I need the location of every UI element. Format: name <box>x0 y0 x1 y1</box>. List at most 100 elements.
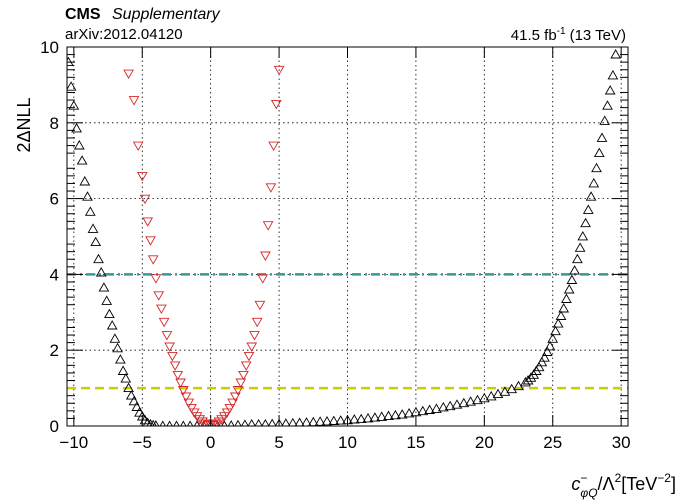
x-axis-label: c− φQ/Λ2[TeV−2] <box>571 471 676 500</box>
series-0-point-42 <box>221 420 228 426</box>
series-1-point-50 <box>265 183 277 193</box>
series-1-point-38 <box>232 386 244 396</box>
series-0-point-2 <box>68 100 80 110</box>
x-tick-label-8: 30 <box>612 433 631 452</box>
series-1-point-19 <box>180 392 192 402</box>
series-0-point-81 <box>485 390 497 401</box>
series-1-point-49 <box>262 221 274 231</box>
series-0-point-64 <box>369 412 381 422</box>
series-1-point-53 <box>273 65 285 76</box>
lumi-energy: (13 TeV) <box>570 27 626 44</box>
series-0-point-20 <box>117 365 129 375</box>
series-0-point-23 <box>125 390 137 400</box>
series-0-point-48 <box>261 418 270 426</box>
x-tick-label-4: 10 <box>338 433 357 452</box>
luminosity-label: 41.5 fb-1 (13 TeV) <box>511 26 626 44</box>
series-0-point-113 <box>593 147 605 158</box>
series-0-point-54 <box>301 417 312 426</box>
x-tick-label-0: −10 <box>59 433 88 452</box>
series-1-point-7 <box>147 255 159 265</box>
series-0-point-79 <box>472 394 483 405</box>
series-0-point-5 <box>76 155 88 165</box>
series-1-point-30 <box>210 419 222 426</box>
series-1-point-23 <box>191 412 203 422</box>
series-0-point-34 <box>166 420 173 426</box>
series-0-point-3 <box>71 122 82 133</box>
x-label-middle-sup: 2 <box>615 471 622 485</box>
tick-labels: −10 −5 0 5 10 15 20 25 30 0 2 4 6 8 10 <box>40 38 631 452</box>
series-1-point-0 <box>123 69 134 80</box>
series-1-point-34 <box>221 408 233 418</box>
y-tick-label-5: 10 <box>40 38 59 57</box>
series-0-point-101 <box>561 293 572 303</box>
series-1-point-48 <box>260 251 271 262</box>
series-0-point-112 <box>591 162 602 173</box>
cms-label: CMS <box>65 6 101 23</box>
series-1-point-35 <box>224 403 236 414</box>
x-label-superscript: − <box>580 471 587 485</box>
series-0-point-16 <box>106 320 118 330</box>
series-1-point-40 <box>238 370 249 381</box>
series-0-point-4 <box>73 139 85 150</box>
series-0-point-6 <box>79 175 91 186</box>
series-1-point-41 <box>240 361 252 371</box>
x-tick-label-7: 25 <box>543 433 562 452</box>
series-0-point-17 <box>109 333 121 343</box>
series-0-point-25 <box>131 401 143 411</box>
series-1-point-31 <box>213 417 225 426</box>
series-0-point-22 <box>123 382 134 393</box>
series-0-point-59 <box>335 415 347 425</box>
series-1-point-46 <box>254 300 266 311</box>
series-0-point-62 <box>355 413 367 424</box>
data-markers <box>67 49 622 426</box>
series-0-point-94 <box>541 346 553 356</box>
series-1-point-9 <box>153 291 165 301</box>
series-1-point-14 <box>167 351 178 362</box>
series-0-point-38 <box>193 420 201 426</box>
series-1-point-37 <box>229 392 241 402</box>
series-0-point-88 <box>525 372 537 382</box>
series-0-point-56 <box>314 416 326 426</box>
series-1-point-17 <box>175 378 186 388</box>
series-0-point-30 <box>146 418 155 426</box>
series-0-point-52 <box>288 417 298 426</box>
x-tick-label-6: 20 <box>475 433 494 452</box>
series-0-point-107 <box>577 230 589 241</box>
y-tick-label-1: 2 <box>50 341 59 360</box>
x-label-symbol: c <box>571 474 580 494</box>
series-0-point-7 <box>82 191 93 201</box>
series-0-point-31 <box>149 419 157 426</box>
series-0-point-119 <box>610 49 622 59</box>
series-0-point-36 <box>180 420 187 426</box>
series-1-point-43 <box>246 342 258 352</box>
x-tick-label-5: 15 <box>406 433 425 452</box>
series-0-point-47 <box>254 418 263 426</box>
series-0-point-61 <box>348 414 360 424</box>
series-1-point-44 <box>249 331 260 341</box>
series-0-point-92 <box>536 356 548 367</box>
series-0-point-106 <box>574 242 586 252</box>
series-0-point-75 <box>444 400 456 411</box>
x-tick-label-2: 0 <box>206 433 215 452</box>
series-0-point-57 <box>321 415 333 426</box>
series-0-point-80 <box>478 392 490 403</box>
y-tick-label-2: 4 <box>50 265 59 284</box>
series-0-point-73 <box>431 403 442 413</box>
series-0-point-35 <box>173 420 180 426</box>
series-0-point-74 <box>437 401 449 412</box>
series-0-point-93 <box>539 352 550 362</box>
series-0-point-9 <box>87 223 99 233</box>
series-0-point-71 <box>417 405 429 416</box>
series-1-point-42 <box>243 351 255 362</box>
x-tick-label-3: 5 <box>274 433 283 452</box>
series-0-point-1 <box>67 81 77 91</box>
series-0-point-87 <box>522 374 534 385</box>
x-label-unit-open: [TeV <box>621 474 657 494</box>
series-0-point-114 <box>596 132 608 142</box>
series-1-point-6 <box>145 236 156 246</box>
series-0-point-18 <box>112 342 123 353</box>
series-0-point-68 <box>396 409 408 419</box>
x-label-unit-close: ] <box>671 474 676 494</box>
arxiv-reference: arXiv:2012.04120 <box>65 26 183 43</box>
